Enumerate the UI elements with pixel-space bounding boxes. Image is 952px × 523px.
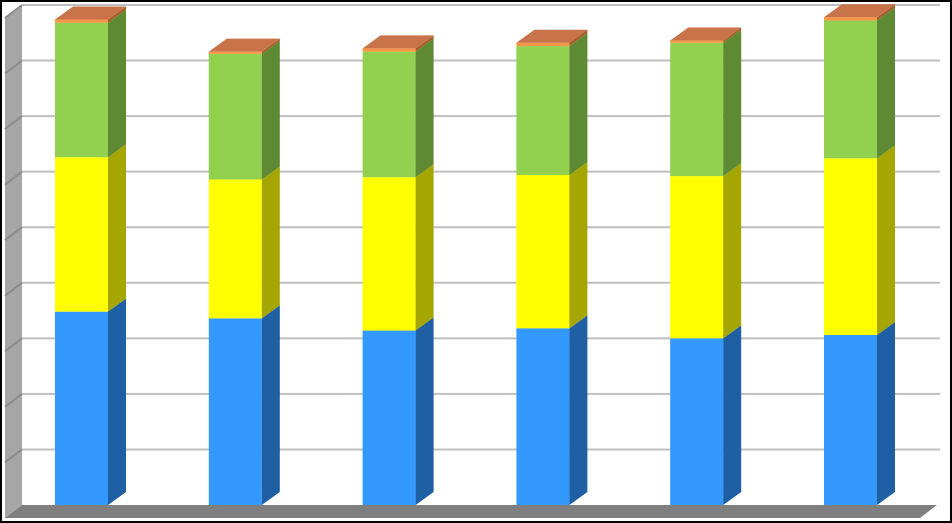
bar-segment xyxy=(208,305,280,505)
bar-segment xyxy=(208,40,280,180)
bar-side xyxy=(723,325,742,505)
bar-stack xyxy=(362,35,434,505)
bar-segment xyxy=(824,322,895,505)
bar-side xyxy=(261,38,280,54)
gridline-side xyxy=(4,4,23,19)
bar-segment xyxy=(670,29,742,177)
gridline-side xyxy=(4,170,23,186)
bar-side xyxy=(261,305,280,505)
gridline-side xyxy=(4,59,23,75)
bar-front xyxy=(208,179,262,319)
chart-side-wall xyxy=(5,5,22,518)
bar-top xyxy=(516,29,588,43)
bar-front xyxy=(55,311,108,505)
bar-side xyxy=(877,145,895,335)
bar-front xyxy=(208,51,262,54)
bar-segment xyxy=(55,6,126,23)
bar-front xyxy=(362,330,416,505)
bar-front xyxy=(516,46,570,175)
bar-front xyxy=(362,48,416,52)
bar-front xyxy=(55,19,108,23)
bar-segment xyxy=(516,315,588,505)
bar-segment xyxy=(362,38,434,178)
bar-front xyxy=(670,176,724,339)
bar-segment xyxy=(670,325,742,505)
gridline-side xyxy=(4,393,23,408)
bar-segment xyxy=(208,166,280,319)
bar-segment xyxy=(362,35,434,52)
bar-side xyxy=(723,163,742,339)
bar-side xyxy=(877,4,895,21)
bar-side xyxy=(723,29,742,177)
bar-front xyxy=(670,40,724,43)
bar-front xyxy=(208,318,262,505)
bar-front xyxy=(362,51,416,178)
bar-side xyxy=(108,9,126,158)
bar-front xyxy=(516,42,570,47)
bar-side xyxy=(108,144,126,312)
bar-front xyxy=(516,175,570,329)
bar-side xyxy=(415,164,434,331)
chart-floor xyxy=(5,505,937,518)
bar-top xyxy=(362,35,434,49)
bar-segment xyxy=(516,33,588,175)
bar-front xyxy=(55,22,108,158)
bar-segment xyxy=(824,145,895,335)
bar-front xyxy=(208,53,262,180)
bar-side xyxy=(108,6,126,23)
bar-segment xyxy=(516,29,588,47)
gridline-side xyxy=(4,226,23,242)
bar-front xyxy=(55,157,108,312)
gridline-side xyxy=(4,448,23,464)
bar-side xyxy=(877,7,895,159)
bar-segment xyxy=(824,7,895,159)
bar-front xyxy=(824,17,877,21)
bar-side xyxy=(569,33,588,175)
bar-side xyxy=(415,35,434,52)
bar-front xyxy=(362,177,416,331)
bar-side xyxy=(569,315,588,505)
bar-side xyxy=(569,29,588,47)
gridline-side xyxy=(4,281,23,297)
bar-side xyxy=(261,40,280,180)
gridline-side xyxy=(4,337,23,353)
bar-segment xyxy=(670,163,742,339)
bar-front xyxy=(824,20,877,159)
bar-stack xyxy=(55,6,126,505)
bar-top xyxy=(824,4,895,18)
bar-side xyxy=(877,322,895,505)
bar-front xyxy=(824,335,877,505)
bar-front xyxy=(670,338,724,505)
bar-segment xyxy=(55,9,126,158)
bar-segment xyxy=(362,317,434,505)
bar-top xyxy=(670,27,742,41)
bar-stack xyxy=(208,38,280,505)
bar-side xyxy=(723,27,742,43)
bar-stack xyxy=(824,4,895,505)
bar-segment xyxy=(362,164,434,331)
bar-segment xyxy=(55,298,126,505)
bar-side xyxy=(415,38,434,178)
bar-front xyxy=(670,42,724,177)
bar-front xyxy=(824,158,877,335)
bar-stack xyxy=(516,29,588,505)
bar-segment xyxy=(670,27,742,43)
bar-side xyxy=(569,162,588,329)
bar-segment xyxy=(824,4,895,21)
bar-side xyxy=(415,317,434,505)
bar-side xyxy=(261,166,280,319)
bar-top xyxy=(208,38,280,52)
bar-segment xyxy=(516,162,588,329)
bar-top xyxy=(55,6,126,20)
bar-segment xyxy=(55,144,126,312)
bar-front xyxy=(516,328,570,505)
bar-segment xyxy=(208,38,280,54)
bar-stack xyxy=(670,27,742,505)
bar-side xyxy=(108,298,126,505)
gridline-side xyxy=(4,115,23,130)
